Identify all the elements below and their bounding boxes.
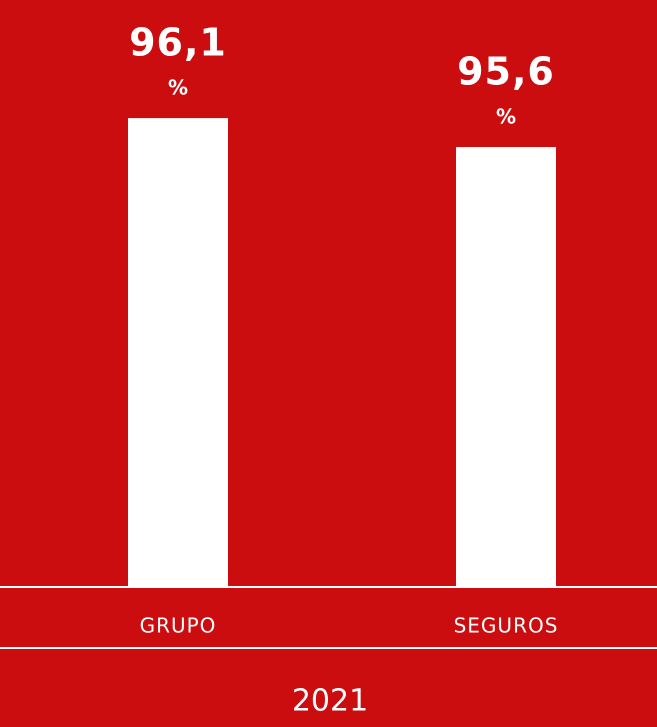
bar bbox=[456, 147, 556, 588]
x-tick-label: SEGUROS bbox=[454, 614, 559, 638]
x-axis-label: 2021 bbox=[292, 684, 368, 719]
value-label: 96,1 bbox=[129, 21, 227, 65]
value-label: 95,6 bbox=[457, 50, 555, 94]
x-tick-label: GRUPO bbox=[140, 614, 217, 638]
bar bbox=[128, 118, 228, 587]
value-unit: % bbox=[496, 105, 516, 129]
value-unit: % bbox=[168, 76, 188, 100]
